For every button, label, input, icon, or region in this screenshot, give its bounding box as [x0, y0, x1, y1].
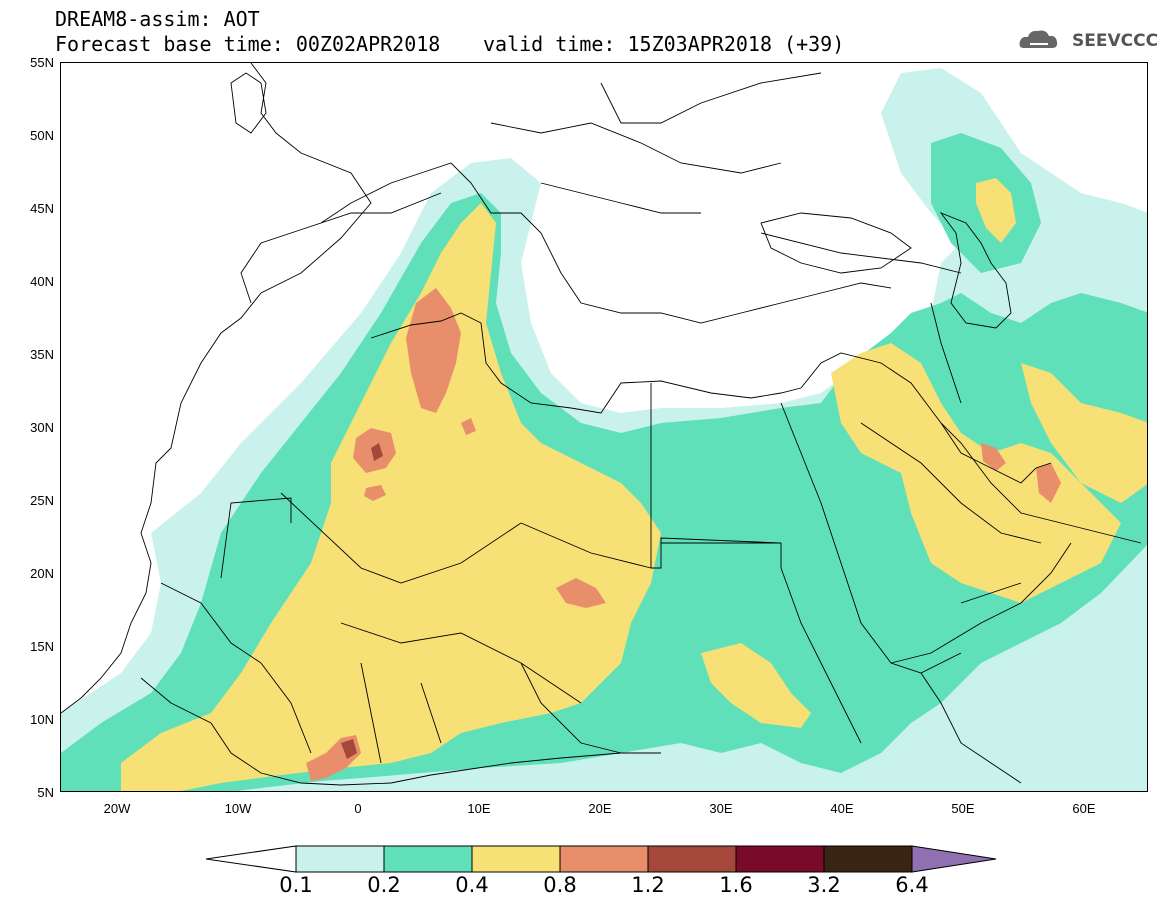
lat-label: 25N	[30, 493, 54, 508]
border-east-africa	[780, 567, 862, 744]
border-europe-1	[320, 192, 442, 224]
border-turkey	[760, 232, 962, 274]
coastline-nw-africa	[61, 63, 372, 714]
colorbar-label: 3.2	[807, 873, 841, 897]
colorbar-label: 0.4	[455, 873, 489, 897]
aot-field-0.8-hormuz	[1036, 463, 1061, 503]
colorbar-label: 1.2	[631, 873, 665, 897]
lat-label: 10N	[30, 712, 54, 727]
colorbar-label: 0.1	[279, 873, 313, 897]
colorbar-low-arrow	[206, 845, 297, 873]
coastline-arabia	[800, 352, 1142, 544]
aot-field-0.8-tibesti	[556, 578, 606, 608]
border-west-africa-1	[160, 582, 262, 664]
colorbar-label: 1.6	[719, 873, 753, 897]
colorbar-cell	[295, 845, 385, 873]
lon-label: 60E	[1072, 801, 1096, 816]
lat-label: 45N	[30, 201, 54, 216]
border-yemen-oman	[960, 582, 1022, 604]
logo-text: SEEVCCC	[1072, 31, 1159, 51]
lat-label: 55N	[30, 55, 54, 70]
colorbar-cell	[383, 845, 473, 873]
lon-label: 40E	[830, 801, 854, 816]
coastline-med-south	[370, 312, 802, 414]
colorbar-cell	[647, 845, 737, 873]
border-algeria-mali	[280, 492, 522, 584]
border-iran-iraq	[930, 302, 962, 404]
coastline-gulf	[940, 422, 1052, 484]
lat-label: 40N	[30, 274, 54, 289]
colorbar-high-arrow	[911, 845, 997, 873]
aot-field-0.4-caspian	[976, 178, 1016, 243]
lon-label: 10W	[224, 801, 252, 816]
aot-map	[60, 62, 1148, 792]
border-saudi	[860, 422, 1042, 544]
lon-label: 10E	[467, 801, 491, 816]
lon-label: 50E	[951, 801, 975, 816]
colorbar-cell	[559, 845, 649, 873]
border-libya-egypt	[650, 383, 782, 569]
border-europe-3	[540, 182, 701, 214]
map-title: DREAM8-assim: AOT	[55, 7, 260, 31]
country-borders	[61, 63, 1142, 786]
aot-field-0.8-tunisia	[461, 418, 476, 435]
aot-field-0.4	[121, 203, 661, 791]
lon-label: 20E	[588, 801, 612, 816]
aot-field-0.4-ne	[1021, 363, 1147, 503]
colorbar-label: 0.2	[367, 873, 401, 897]
border-libya-chad	[520, 522, 652, 569]
lon-label: 0	[354, 801, 362, 816]
coastline-europe	[240, 162, 892, 324]
forecast-base-time: Forecast base time: 00Z02APR2018	[55, 32, 441, 56]
aot-field-0.8-spot	[364, 485, 386, 501]
border-horn	[920, 672, 1022, 784]
border-europe-4	[600, 72, 822, 124]
colorbar	[206, 845, 997, 873]
colorbar-label: 0.8	[543, 873, 577, 897]
colorbar-cell	[735, 845, 825, 873]
aot-field-0.4-east	[831, 343, 1121, 603]
valid-time: valid time: 15Z03APR2018 (+39)	[483, 32, 845, 56]
coastline-britain	[230, 72, 267, 134]
lat-label: 15N	[30, 639, 54, 654]
aot-field-1.2-ghana	[341, 739, 357, 759]
lat-label: 30N	[30, 420, 54, 435]
border-west-africa-2	[260, 662, 442, 764]
border-europe-2	[490, 122, 782, 174]
aot-field-0.8-gulf	[981, 443, 1006, 471]
coastline-west-africa	[140, 677, 661, 786]
coastline-arabia-south	[890, 542, 1072, 664]
colorbar-cell	[823, 845, 913, 873]
colorbar-cell	[471, 845, 561, 873]
border-central-africa	[520, 662, 622, 754]
lat-label: 5N	[37, 785, 54, 800]
aot-field-0.8-algeria	[406, 288, 461, 413]
lat-label: 20N	[30, 566, 54, 581]
lat-label: 50N	[30, 128, 54, 143]
colorbar-label: 6.4	[895, 873, 929, 897]
lat-label: 35N	[30, 347, 54, 362]
border-sahel	[220, 497, 582, 704]
coastline-caspian	[939, 211, 1012, 329]
aot-field-1.2-gulf	[371, 443, 383, 461]
lon-label: 20W	[103, 801, 131, 816]
lon-label: 30E	[709, 801, 733, 816]
map-canvas	[61, 63, 1147, 791]
coastline-red-sea	[780, 402, 962, 674]
aot-field-0.4-east-africa	[701, 643, 811, 728]
cloud-icon	[1019, 30, 1058, 48]
coastline-black-sea	[760, 212, 912, 274]
